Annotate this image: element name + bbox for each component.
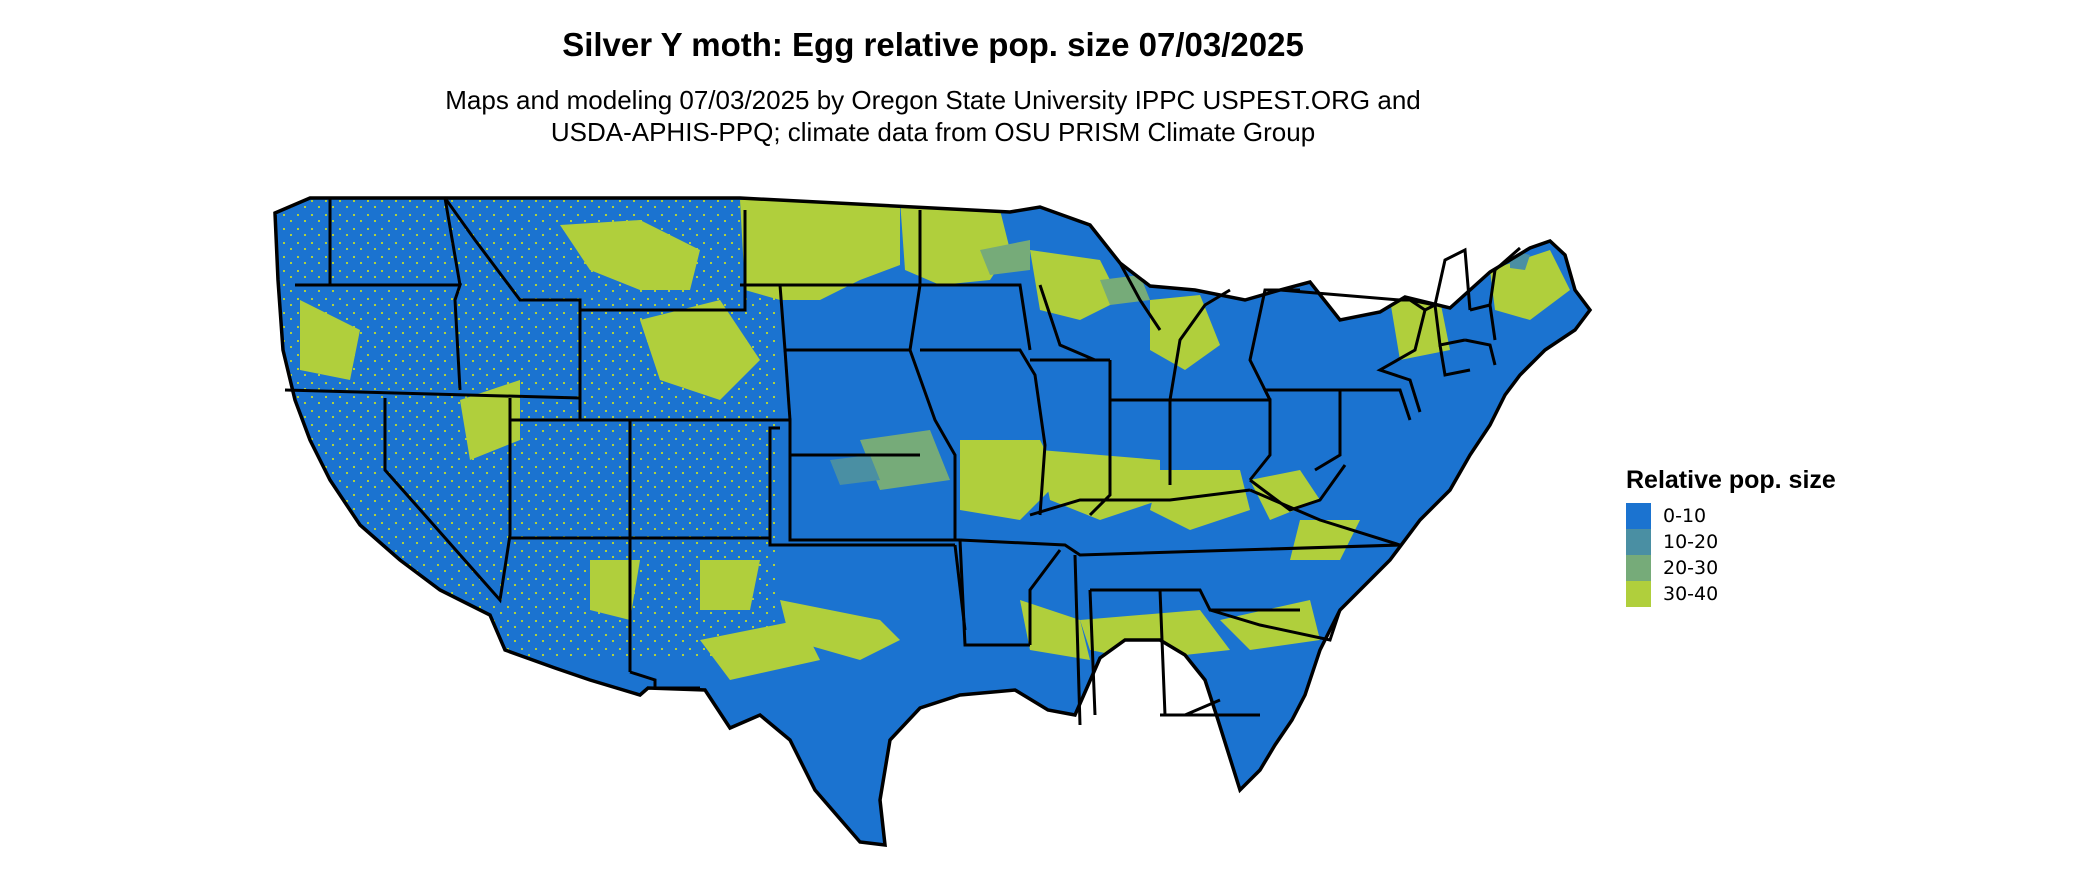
map-title: Silver Y moth: Egg relative pop. size 07… (562, 26, 1304, 63)
legend-label: 10-20 (1663, 531, 1719, 553)
legend-swatch (1626, 503, 1651, 529)
legend-label: 20-30 (1663, 557, 1719, 579)
legend-item: 0-10 (1626, 503, 1836, 529)
legend-item: 30-40 (1626, 581, 1836, 607)
legend-label: 0-10 (1663, 505, 1707, 527)
map-subtitle: Maps and modeling 07/03/2025 by Oregon S… (0, 84, 1866, 148)
legend-label: 30-40 (1663, 583, 1719, 605)
legend-swatch (1626, 529, 1651, 555)
legend-item: 20-30 (1626, 555, 1836, 581)
legend-swatch (1626, 581, 1651, 607)
legend: Relative pop. size 0-10 10-20 20-30 30-4… (1626, 466, 1836, 607)
legend-swatch (1626, 555, 1651, 581)
legend-title: Relative pop. size (1626, 466, 1836, 494)
subtitle-line-2: USDA-APHIS-PPQ; climate data from OSU PR… (550, 117, 1316, 147)
state-boundaries (284, 197, 1521, 726)
legend-item: 10-20 (1626, 529, 1836, 555)
map-fill-10-20 (830, 250, 1530, 485)
subtitle-line-1: Maps and modeling 07/03/2025 by Oregon S… (445, 85, 1421, 115)
